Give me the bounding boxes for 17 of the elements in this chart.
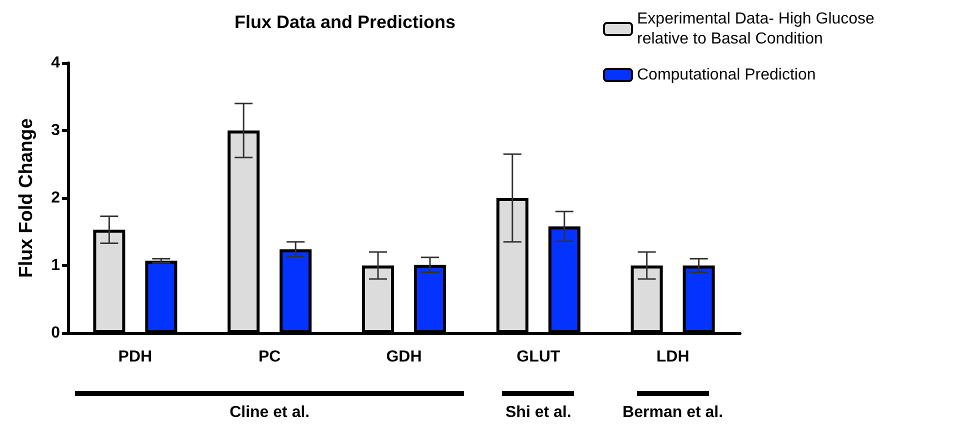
text: Berman et al. — [622, 404, 724, 422]
legend-label: Experimental Data- High Glucose relative to Basal Condition — [637, 10, 875, 48]
text: Shi et al. — [505, 404, 572, 422]
y-tick-label: 1 — [51, 257, 60, 274]
chart-title: Flux Data and Predictions — [234, 12, 456, 32]
x-tick-label: GLUT — [516, 348, 560, 366]
y-axis-title: Flux Fold Change — [16, 118, 37, 278]
x-tick-label: LDH — [656, 348, 690, 366]
x-tick-label: PDH — [118, 348, 152, 366]
x-tick-label: GDH — [386, 348, 422, 366]
text: Cline et al. — [230, 404, 310, 422]
legend-label: Computational Prediction — [637, 66, 816, 84]
y-tick-label: 4 — [51, 54, 60, 72]
y-tick-label: 2 — [51, 190, 60, 206]
y-tick-label: 3 — [51, 122, 60, 139]
y-tick-label: 0 — [51, 324, 60, 342]
x-tick-label: PC — [258, 348, 282, 366]
